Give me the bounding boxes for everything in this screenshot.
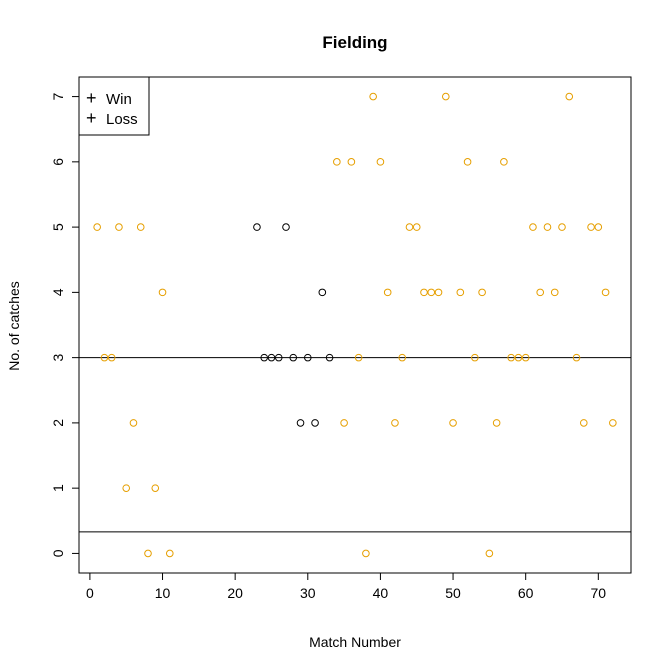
loss-point-match-28 xyxy=(289,353,298,362)
legend-loss-marker: + xyxy=(86,108,97,128)
loss-point-match-23 xyxy=(253,223,261,231)
y-tick-label-0: 0 xyxy=(50,549,66,557)
win-point-match-56 xyxy=(492,419,501,427)
win-point-match-5 xyxy=(122,484,131,492)
win-point-match-49 xyxy=(441,92,450,101)
y-axis-label: No. of catches xyxy=(6,281,22,371)
loss-point-match-25 xyxy=(267,353,276,362)
legend-entry-win: + Win xyxy=(86,88,132,108)
win-point-match-57 xyxy=(500,158,508,166)
loss-point-match-27 xyxy=(282,223,290,231)
loss-point-match-29 xyxy=(296,419,305,427)
win-point-match-41 xyxy=(383,288,392,297)
y-tick-label-2: 2 xyxy=(50,419,66,427)
x-axis-label: Match Number xyxy=(309,634,401,650)
win-point-match-1 xyxy=(93,223,101,231)
win-point-match-61 xyxy=(529,223,537,231)
win-point-match-69 xyxy=(587,223,595,231)
win-point-match-66 xyxy=(565,92,574,101)
win-point-match-63 xyxy=(543,223,552,231)
loss-point-match-30 xyxy=(303,353,312,362)
data-points xyxy=(93,92,617,558)
legend-win-label: Win xyxy=(106,91,132,108)
win-point-match-34 xyxy=(333,158,341,166)
win-point-match-44 xyxy=(405,223,414,231)
win-point-match-55 xyxy=(485,549,494,558)
y-tick-label-7: 7 xyxy=(50,92,66,100)
x-tick-label-70: 70 xyxy=(591,585,607,601)
win-point-match-53 xyxy=(471,353,479,362)
y-tick-label-3: 3 xyxy=(50,354,66,362)
y-axis: 0 1 2 3 4 5 6 7 xyxy=(50,92,80,557)
x-tick-label-50: 50 xyxy=(445,585,461,601)
win-point-match-45 xyxy=(412,223,421,231)
legend-box xyxy=(78,76,150,136)
win-point-match-62 xyxy=(536,288,545,297)
loss-point-match-33 xyxy=(325,353,334,362)
win-point-match-36 xyxy=(347,158,356,166)
win-point-match-60 xyxy=(521,353,530,362)
chart-title: Fielding xyxy=(322,33,387,52)
win-point-match-10 xyxy=(158,288,167,297)
win-point-match-6 xyxy=(129,419,138,427)
y-tick-label-1: 1 xyxy=(50,484,66,492)
win-point-match-46 xyxy=(420,288,428,297)
win-point-match-71 xyxy=(601,288,610,297)
win-point-match-65 xyxy=(558,223,566,231)
win-point-match-51 xyxy=(456,288,465,297)
win-point-match-72 xyxy=(609,419,617,427)
loss-point-match-32 xyxy=(318,288,327,297)
win-point-match-68 xyxy=(579,419,588,427)
win-point-match-42 xyxy=(391,419,399,427)
win-point-match-38 xyxy=(362,549,370,558)
win-point-match-50 xyxy=(449,419,457,427)
win-point-match-7 xyxy=(136,223,145,231)
win-point-match-43 xyxy=(398,353,407,362)
win-point-match-9 xyxy=(151,484,160,492)
plot-area xyxy=(78,76,632,574)
win-point-match-40 xyxy=(376,158,385,166)
y-tick-label-6: 6 xyxy=(50,158,66,166)
loss-point-match-26 xyxy=(274,353,283,362)
x-tick-label-10: 10 xyxy=(155,585,171,601)
y-tick-label-4: 4 xyxy=(50,288,66,296)
win-point-match-4 xyxy=(115,223,123,231)
win-point-match-3 xyxy=(107,353,116,362)
win-point-match-52 xyxy=(463,158,472,166)
win-point-match-8 xyxy=(144,549,152,558)
x-tick-label-60: 60 xyxy=(518,585,534,601)
win-point-match-64 xyxy=(550,288,559,297)
win-point-match-2 xyxy=(100,353,109,362)
legend-loss-label: Loss xyxy=(106,111,138,128)
win-point-match-11 xyxy=(165,549,174,558)
win-point-match-58 xyxy=(507,353,515,362)
win-point-match-70 xyxy=(594,223,603,231)
win-point-match-35 xyxy=(340,419,348,427)
win-point-match-67 xyxy=(572,353,581,362)
win-point-match-39 xyxy=(369,92,377,101)
win-point-match-59 xyxy=(514,353,523,362)
legend-entry-loss: + Loss xyxy=(86,108,138,128)
x-tick-label-40: 40 xyxy=(373,585,389,601)
win-point-match-48 xyxy=(434,288,443,297)
loss-point-match-24 xyxy=(260,353,269,362)
y-tick-label-5: 5 xyxy=(50,223,66,231)
legend: + Win + Loss xyxy=(78,76,150,136)
x-axis: 0 10 20 30 40 50 60 70 xyxy=(86,572,607,601)
legend-win-marker: + xyxy=(86,88,97,108)
x-tick-label-30: 30 xyxy=(300,585,316,601)
reference-lines xyxy=(79,357,631,533)
x-tick-label-20: 20 xyxy=(227,585,243,601)
win-point-match-54 xyxy=(478,288,486,297)
win-point-match-37 xyxy=(354,353,363,362)
win-point-match-47 xyxy=(427,288,436,297)
loss-point-match-31 xyxy=(311,419,319,427)
x-tick-label-0: 0 xyxy=(86,585,94,601)
